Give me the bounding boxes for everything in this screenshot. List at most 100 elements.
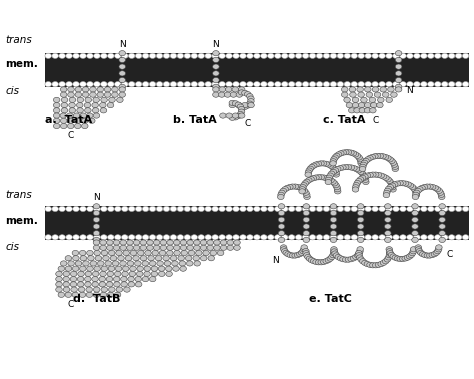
Circle shape [58, 266, 64, 271]
Circle shape [128, 53, 135, 58]
Circle shape [303, 251, 310, 256]
Circle shape [331, 247, 337, 252]
Circle shape [436, 245, 442, 250]
Circle shape [157, 261, 164, 266]
Circle shape [390, 185, 396, 190]
Circle shape [125, 255, 132, 261]
Circle shape [142, 53, 149, 58]
Circle shape [54, 118, 60, 124]
Circle shape [304, 194, 310, 200]
Circle shape [419, 252, 426, 257]
Circle shape [140, 255, 147, 261]
Circle shape [238, 90, 245, 95]
Circle shape [295, 235, 302, 240]
Circle shape [181, 251, 188, 255]
Circle shape [366, 92, 373, 97]
Circle shape [213, 64, 219, 69]
Circle shape [393, 53, 399, 58]
Circle shape [358, 235, 365, 240]
Circle shape [357, 247, 364, 252]
Circle shape [327, 173, 334, 178]
Circle shape [220, 240, 227, 245]
Circle shape [404, 255, 411, 260]
Circle shape [335, 152, 342, 157]
Circle shape [361, 97, 367, 102]
Circle shape [149, 206, 156, 211]
Circle shape [92, 102, 99, 108]
Circle shape [369, 154, 375, 160]
Circle shape [340, 257, 346, 262]
Circle shape [350, 92, 356, 97]
Circle shape [427, 184, 433, 189]
Circle shape [367, 172, 374, 177]
Circle shape [212, 53, 219, 58]
Circle shape [213, 57, 219, 63]
Circle shape [240, 81, 246, 87]
Circle shape [281, 247, 287, 252]
Circle shape [219, 235, 226, 240]
Circle shape [295, 53, 302, 58]
Circle shape [332, 168, 338, 173]
Circle shape [348, 165, 355, 170]
Circle shape [133, 240, 140, 245]
Circle shape [280, 188, 287, 193]
Circle shape [331, 181, 338, 186]
Circle shape [305, 172, 311, 177]
Circle shape [214, 240, 220, 245]
Circle shape [301, 183, 307, 188]
Circle shape [87, 266, 93, 271]
Circle shape [167, 245, 173, 251]
Circle shape [462, 235, 469, 240]
Circle shape [155, 255, 162, 261]
Bar [45, 53, 469, 87]
Circle shape [302, 81, 309, 87]
Circle shape [136, 235, 142, 240]
Circle shape [119, 84, 126, 89]
Circle shape [177, 53, 183, 58]
Circle shape [310, 175, 317, 181]
Circle shape [394, 256, 401, 261]
Circle shape [323, 235, 330, 240]
Circle shape [68, 92, 74, 97]
Circle shape [238, 105, 245, 110]
Text: d.  TatB: d. TatB [73, 294, 120, 304]
Circle shape [292, 184, 299, 189]
Circle shape [184, 53, 191, 58]
Circle shape [107, 245, 113, 251]
Circle shape [330, 81, 337, 87]
Circle shape [367, 155, 373, 161]
Circle shape [130, 266, 136, 271]
Circle shape [390, 187, 396, 192]
Circle shape [287, 252, 293, 258]
Circle shape [428, 235, 434, 240]
Circle shape [282, 235, 288, 240]
Circle shape [115, 81, 121, 87]
Circle shape [428, 81, 434, 87]
Circle shape [318, 260, 325, 265]
Circle shape [280, 245, 287, 250]
Circle shape [391, 162, 398, 168]
Circle shape [114, 271, 121, 277]
Circle shape [52, 53, 58, 58]
Text: e. TatC: e. TatC [309, 294, 352, 304]
Circle shape [349, 87, 356, 92]
Circle shape [325, 257, 332, 263]
Circle shape [395, 64, 402, 69]
Text: cis: cis [5, 86, 19, 96]
Circle shape [337, 206, 344, 211]
Circle shape [193, 255, 200, 261]
Circle shape [374, 153, 381, 158]
Circle shape [232, 101, 239, 106]
Circle shape [246, 94, 253, 99]
Circle shape [377, 97, 384, 102]
Circle shape [151, 266, 158, 271]
Circle shape [357, 217, 364, 222]
Circle shape [73, 266, 79, 271]
Circle shape [323, 53, 330, 58]
Circle shape [279, 190, 285, 195]
Circle shape [156, 235, 163, 240]
Circle shape [226, 113, 232, 118]
Circle shape [383, 259, 389, 264]
Circle shape [328, 163, 334, 168]
Text: mem.: mem. [5, 60, 38, 69]
